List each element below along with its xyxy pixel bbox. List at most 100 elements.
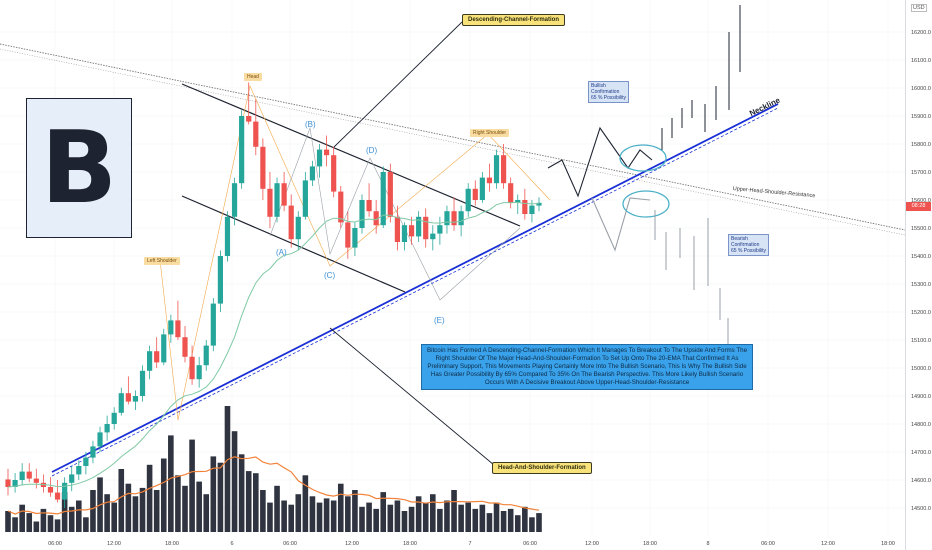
volume-bar	[472, 508, 479, 532]
volume-bar	[260, 490, 266, 532]
candle	[76, 460, 82, 480]
volume-bar	[54, 519, 61, 532]
channel-lower-line	[181, 195, 406, 293]
candle	[536, 197, 542, 212]
volume-bar	[401, 511, 408, 532]
volume-bar	[345, 496, 351, 532]
volume-bar	[330, 500, 337, 532]
candle	[5, 468, 11, 496]
volume-bar	[40, 508, 47, 532]
volume-bar	[238, 454, 245, 532]
candle	[359, 194, 365, 234]
volume-bar	[451, 490, 457, 532]
candle	[267, 172, 273, 228]
volume-bar	[203, 494, 210, 532]
neckline-line	[51, 103, 779, 473]
volume-bar	[111, 502, 117, 532]
price-axis-strip[interactable]	[905, 0, 932, 550]
candle	[401, 222, 408, 251]
volume-ma-line	[7, 456, 540, 515]
candle	[416, 211, 422, 242]
time-tick-label: 06:00	[523, 541, 537, 547]
candle	[97, 426, 103, 452]
candle	[161, 328, 167, 366]
volume-bar	[507, 508, 514, 532]
candle	[515, 194, 521, 214]
bullish-projected-bars	[661, 5, 741, 150]
time-tick-label: 18:00	[643, 541, 657, 547]
candle	[54, 480, 61, 503]
candle	[394, 205, 400, 251]
volume-bar	[394, 500, 401, 532]
candle	[26, 463, 32, 483]
volume-bar	[132, 496, 139, 532]
candle	[408, 216, 415, 245]
volume-bar	[529, 517, 535, 532]
volume-bar	[514, 515, 521, 532]
wave-label-b: (B)	[305, 120, 316, 129]
candle	[324, 135, 330, 167]
volume-bar	[444, 500, 450, 532]
time-tick-label: 18:00	[881, 541, 895, 547]
candle	[224, 211, 231, 262]
volume-bar	[175, 475, 181, 532]
candle	[147, 345, 153, 380]
time-tick-label: 6	[230, 541, 233, 547]
volume-bar	[366, 502, 372, 532]
volume-bar	[83, 517, 89, 532]
volume-bar	[500, 511, 507, 532]
hs-outline	[159, 85, 551, 421]
candle	[118, 387, 124, 416]
head-shoulder-callout: Head-And-Shoulder-Formation	[492, 462, 592, 474]
channel-upper-line	[181, 83, 521, 227]
time-tick-label: 12:00	[107, 541, 121, 547]
candle	[281, 172, 287, 212]
right-shoulder-tag: Right Shoulder	[470, 129, 510, 137]
volume-bar	[168, 435, 174, 532]
candle	[472, 180, 478, 206]
volume-bar	[380, 492, 387, 532]
candle	[423, 208, 429, 248]
volume-bar	[104, 494, 110, 532]
volume-bar	[337, 483, 344, 532]
candle	[465, 183, 471, 217]
volume-bar	[196, 481, 202, 532]
candle	[69, 466, 75, 492]
candle	[373, 200, 379, 234]
bitcoin-logo: B	[26, 98, 132, 238]
volume-bar	[408, 506, 415, 532]
candle	[295, 211, 301, 251]
volume-bar	[139, 487, 146, 532]
time-tick-label: 18:00	[403, 541, 417, 547]
candle	[380, 166, 386, 228]
candle	[196, 356, 202, 388]
candle	[62, 477, 68, 508]
candle	[387, 163, 393, 223]
volume-bar	[210, 456, 217, 532]
candle	[444, 205, 450, 234]
candle	[132, 390, 139, 410]
volume-bar	[118, 469, 125, 532]
candle	[182, 326, 188, 363]
volume-bar	[352, 490, 358, 532]
volume-bar	[76, 500, 82, 532]
volume-bar	[536, 513, 542, 532]
candle	[90, 440, 96, 464]
volume-bar	[125, 483, 132, 532]
candle	[40, 474, 46, 493]
volume-bar	[288, 504, 294, 532]
time-tick-label: 12:00	[585, 541, 599, 547]
volume-bar	[281, 500, 287, 532]
volume-bar	[153, 490, 160, 532]
candle	[111, 407, 117, 430]
volume-bar	[189, 439, 195, 532]
left-shoulder-tag: Left Shoulder	[144, 257, 180, 265]
candle	[309, 160, 316, 186]
wave-label-c: (C)	[324, 271, 336, 280]
volume-bar	[422, 502, 429, 532]
volume-bar	[359, 506, 365, 532]
candle	[352, 222, 358, 256]
candle	[189, 345, 195, 385]
candle	[210, 298, 216, 352]
